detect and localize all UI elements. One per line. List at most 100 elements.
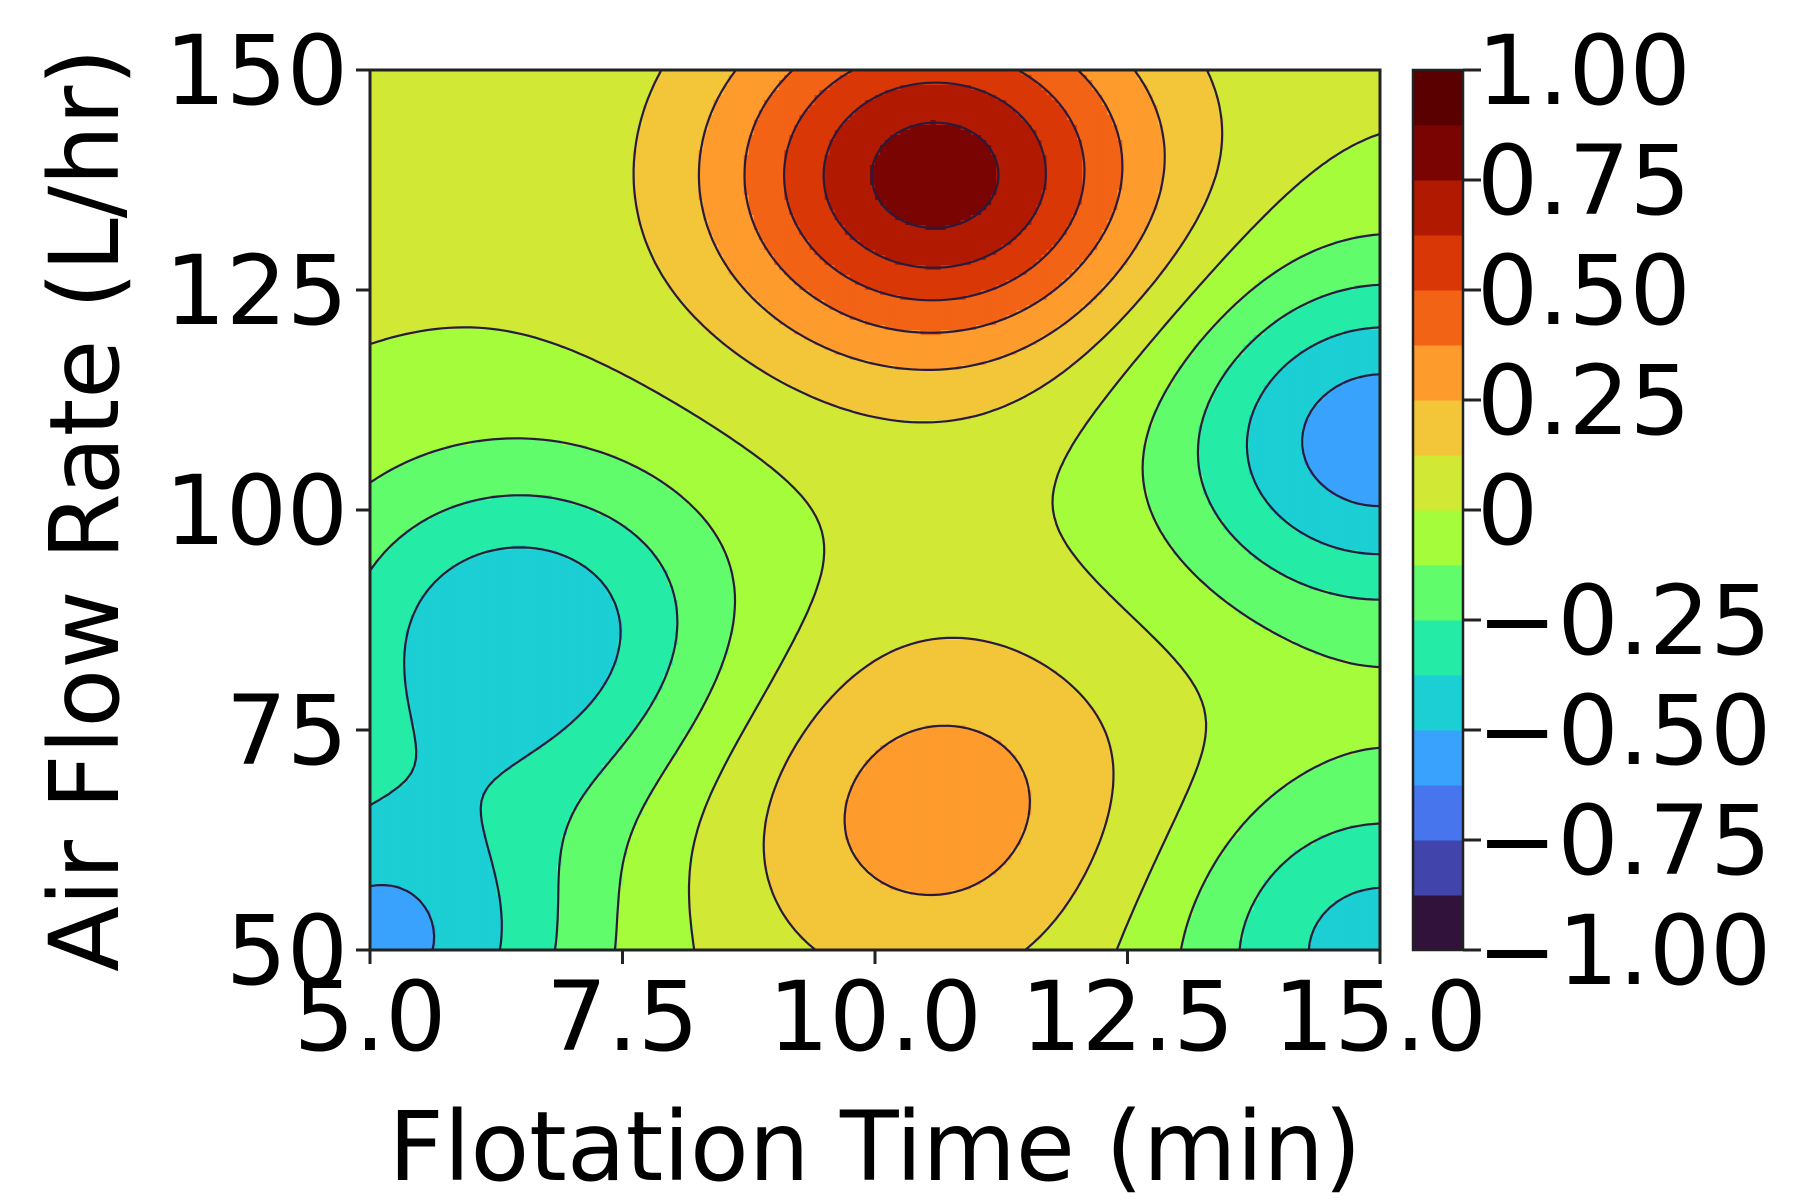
contour-cell	[1102, 130, 1108, 136]
contour-cell	[1051, 190, 1058, 196]
contour-cell	[667, 80, 674, 86]
contour-cell	[733, 150, 740, 156]
contour-cell	[1364, 80, 1371, 86]
contour-cell	[869, 190, 876, 196]
contour-cell	[708, 165, 714, 171]
contour-cell	[597, 125, 603, 131]
contour-cell	[1056, 165, 1063, 171]
contour-cell	[1248, 75, 1255, 81]
contour-cell	[1152, 150, 1159, 156]
contour-cell	[531, 70, 538, 76]
contour-cell	[945, 175, 952, 181]
contour-cell	[859, 120, 866, 126]
contour-cell	[708, 145, 714, 151]
contour-cell	[1334, 180, 1341, 186]
contour-cell	[380, 140, 386, 146]
contour-cell	[521, 165, 528, 171]
contour-cell	[1228, 155, 1235, 161]
contour-cell	[738, 110, 745, 116]
contour-cell	[1223, 105, 1230, 111]
contour-cell	[657, 150, 664, 156]
contour-cell	[1208, 155, 1214, 161]
contour-cell	[698, 120, 704, 126]
contour-cell	[556, 165, 563, 171]
contour-cell	[1102, 125, 1108, 131]
contour-cell	[895, 175, 901, 181]
contour-cell	[405, 170, 411, 176]
contour-cell	[763, 120, 770, 126]
contour-cell	[713, 125, 720, 131]
contour-cell	[1339, 95, 1346, 101]
contour-cell	[809, 155, 815, 161]
contour-cell	[1157, 105, 1164, 111]
contour-cell	[965, 100, 972, 106]
contour-cell	[1051, 185, 1058, 191]
contour-cell	[890, 110, 896, 116]
contour-cell	[587, 85, 593, 91]
contour-cell	[1107, 145, 1113, 151]
contour-cell	[516, 175, 523, 181]
contour-cell	[673, 145, 679, 151]
contour-cell	[1299, 70, 1305, 76]
contour-cell	[1339, 120, 1346, 126]
contour-cell	[824, 115, 831, 121]
contour-cell	[1162, 145, 1169, 151]
contour-cell	[617, 150, 624, 156]
contour-cell	[526, 85, 533, 91]
contour-cell	[1248, 100, 1255, 106]
contour-cell	[915, 125, 922, 131]
contour-cell	[1208, 110, 1214, 116]
contour-cell	[1228, 150, 1235, 156]
contour-cell	[799, 150, 805, 156]
contour-cell	[506, 185, 512, 191]
contour-cell	[1152, 95, 1159, 101]
contour-cell	[1001, 90, 1007, 96]
contour-cell	[819, 165, 826, 171]
contour-cell	[370, 190, 376, 196]
contour-cell	[758, 100, 765, 106]
contour-cell	[662, 160, 669, 166]
contour-cell	[976, 175, 982, 181]
contour-cell	[476, 180, 482, 186]
contour-cell	[577, 95, 583, 101]
contour-cell	[774, 185, 780, 191]
contour-cell	[950, 160, 957, 166]
contour-cell	[1208, 135, 1214, 141]
contour-cell	[789, 150, 795, 156]
contour-cell	[703, 190, 709, 196]
contour-cell	[375, 150, 381, 156]
contour-cell	[415, 170, 422, 176]
contour-cell	[1051, 110, 1058, 116]
contour-cell	[1162, 115, 1169, 121]
contour-cell	[1284, 145, 1290, 151]
contour-cell	[1289, 150, 1295, 156]
contour-cell	[703, 110, 709, 116]
contour-cell	[728, 145, 735, 151]
contour-cell	[556, 150, 563, 156]
contour-cell	[556, 175, 563, 181]
contour-cell	[587, 155, 593, 161]
contour-cell	[435, 170, 442, 176]
contour-cell	[420, 115, 427, 121]
contour-cell	[940, 90, 947, 96]
contour-cell	[1359, 130, 1366, 136]
contour-cell	[1172, 120, 1179, 126]
contour-cell	[829, 175, 836, 181]
contour-cell	[471, 100, 477, 106]
contour-cell	[864, 115, 871, 121]
contour-cell	[1223, 155, 1230, 161]
contour-cell	[1147, 90, 1154, 96]
contour-cell	[425, 150, 432, 156]
contour-cell	[849, 135, 856, 141]
contour-cell	[703, 130, 709, 136]
contour-cell	[1319, 160, 1326, 166]
contour-cell	[1193, 110, 1199, 116]
contour-cell	[779, 125, 785, 131]
contour-cell	[763, 140, 770, 146]
contour-cell	[602, 190, 608, 196]
contour-cell	[521, 160, 528, 166]
contour-cell	[748, 70, 755, 76]
contour-cell	[1107, 105, 1113, 111]
contour-cell	[890, 180, 896, 186]
contour-cell	[713, 85, 720, 91]
